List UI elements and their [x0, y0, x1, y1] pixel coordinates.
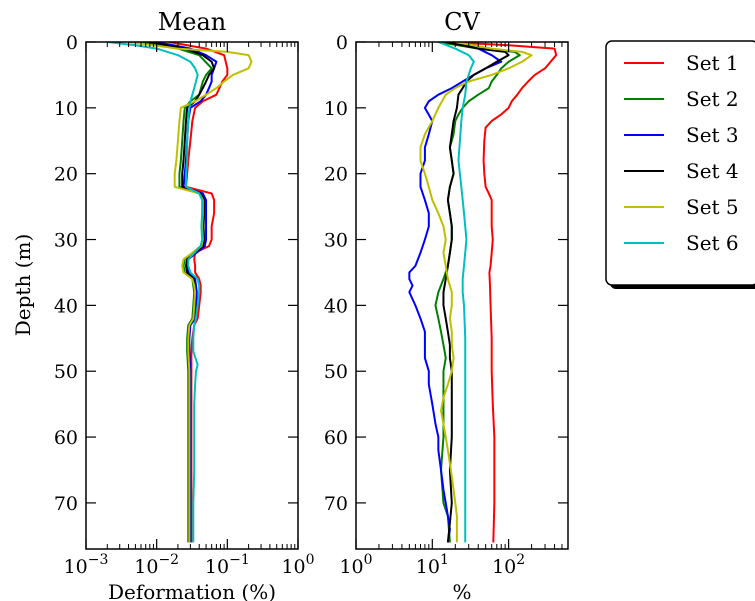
- cv-ytick-label: 0: [336, 32, 348, 54]
- mean-series-set-5: [128, 42, 253, 543]
- mean-ytick-label: 70: [54, 493, 78, 515]
- mean-panel: Mean 0 10 20 30 40 50 60 70 10−3 10−2 10−1 100Deform…: [54, 8, 315, 601]
- cv-ytick-label: 20: [324, 164, 348, 186]
- mean-series-set-3: [156, 42, 218, 543]
- mean-ytick-label: 10: [54, 98, 78, 120]
- mean-series-set-4: [149, 42, 216, 543]
- mean-series-set-1: [168, 42, 229, 543]
- mean-ytick-label: 50: [54, 361, 78, 383]
- legend-label-set-4: Set 4: [686, 159, 739, 183]
- cv-title: CV: [444, 8, 480, 36]
- cv-ytick-label: 70: [324, 493, 348, 515]
- mean-ytick-label: 0: [66, 32, 78, 54]
- mean-xtick-label: 10−2: [134, 552, 179, 578]
- y-axis-label: Depth (m): [11, 234, 35, 337]
- cv-ytick-label: 50: [324, 361, 348, 383]
- mean-xtick-label: 10−3: [64, 552, 109, 578]
- mean-xtick-label: 10−1: [205, 552, 250, 578]
- legend-box: [605, 40, 755, 286]
- cv-x-axis-label: %: [452, 580, 471, 601]
- cv-xtick-label: 101: [416, 552, 449, 578]
- cv-xtick-label: 102: [492, 552, 525, 578]
- legend-label-set-6: Set 6: [686, 231, 739, 255]
- cv-axes-frame: [355, 41, 569, 550]
- cv-xtick-label: 100: [339, 552, 372, 578]
- legend-label-set-3: Set 3: [686, 123, 739, 147]
- cv-ytick-label: 30: [324, 230, 348, 252]
- cv-panel: CV 0 10 20 30 40 50 60 70 100 101 102%: [324, 8, 569, 601]
- legend-label-set-1: Set 1: [686, 51, 739, 75]
- cv-ytick-label: 10: [324, 98, 348, 120]
- cv-series-set-2: [434, 42, 521, 543]
- cv-series-set-6: [437, 42, 475, 543]
- mean-ytick-label: 20: [54, 164, 78, 186]
- mean-ytick-label: 60: [54, 427, 78, 449]
- legend: Set 1 Set 2 Set 3 Set 4 Set 5 Set 6: [605, 40, 755, 289]
- legend-label-set-5: Set 5: [686, 195, 739, 219]
- mean-axes-frame: [85, 41, 299, 550]
- legend-label-set-2: Set 2: [686, 87, 739, 111]
- cv-ytick-label: 60: [324, 427, 348, 449]
- mean-xtick-label: 100: [281, 552, 314, 578]
- cv-series-set-3: [408, 42, 503, 543]
- mean-ytick-label: 40: [54, 295, 78, 317]
- mean-ytick-label: 30: [54, 230, 78, 252]
- cv-series-set-1: [445, 42, 558, 543]
- cv-ytick-label: 40: [324, 295, 348, 317]
- mean-series-set-6: [107, 42, 204, 543]
- cv-series-set-5: [419, 42, 533, 543]
- mean-title: Mean: [158, 8, 227, 36]
- mean-x-axis-label: Deformation (%): [108, 580, 276, 601]
